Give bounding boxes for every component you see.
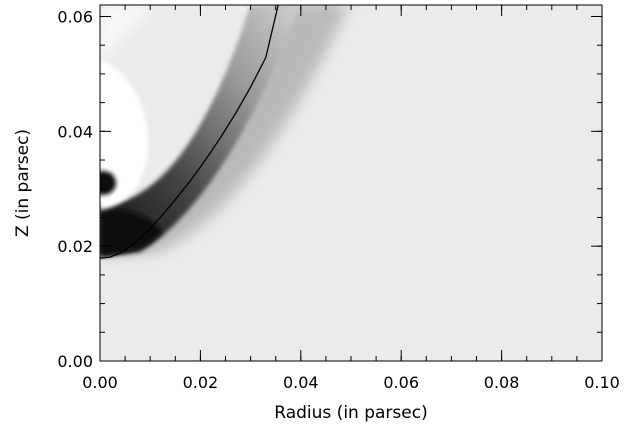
series-line-1 xyxy=(100,5,279,259)
y-tick-label: 0.02 xyxy=(57,237,93,256)
x-tick-label: 0.04 xyxy=(283,373,319,392)
x-tick-label: 0.10 xyxy=(584,373,620,392)
x-tick-label: 0.06 xyxy=(383,373,419,392)
x-tick-label: 0.08 xyxy=(484,373,520,392)
x-tick-label: 0.02 xyxy=(183,373,219,392)
y-axis-title: Z (in parsec) xyxy=(13,129,33,237)
heatmap-core-blob xyxy=(100,171,116,195)
heatmap-cavity xyxy=(100,60,149,210)
x-axis-title: Radius (in parsec) xyxy=(274,403,427,423)
y-tick-label: 0.00 xyxy=(57,352,93,371)
x-tick-label: 0.00 xyxy=(82,373,118,392)
y-tick-label: 0.06 xyxy=(57,7,93,26)
y-tick-label: 0.04 xyxy=(57,122,93,141)
heatmap-image xyxy=(100,5,602,361)
heatmap-mid-band xyxy=(100,5,345,255)
heatmap-plume xyxy=(100,5,155,60)
heatmap-dark-shell xyxy=(100,5,300,257)
heatmap-inner-rim xyxy=(100,209,162,255)
